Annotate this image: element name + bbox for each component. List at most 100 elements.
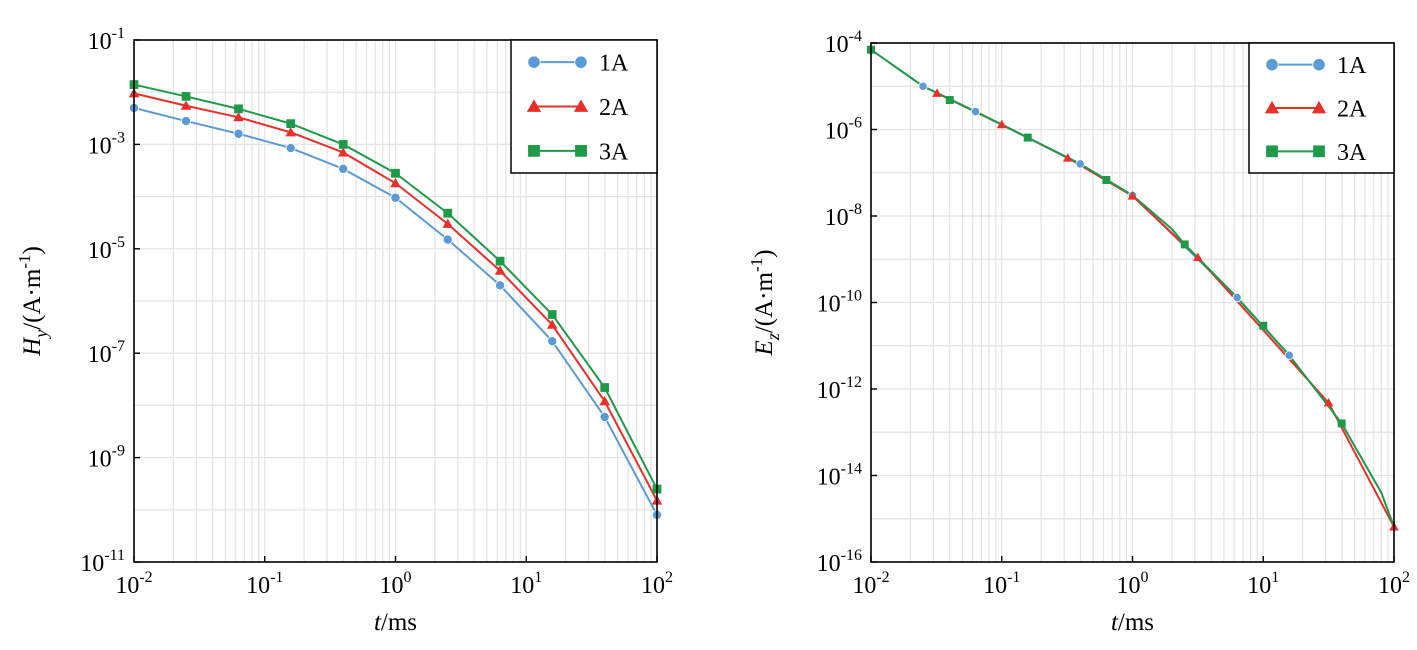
data-point bbox=[1023, 133, 1032, 142]
data-point bbox=[996, 119, 1007, 129]
data-point bbox=[494, 265, 506, 275]
x-tick-label: 101 bbox=[1247, 569, 1279, 599]
series-markers-1A bbox=[918, 81, 1294, 360]
legend-marker-3A bbox=[1266, 145, 1278, 158]
x-tick-label: 101 bbox=[510, 569, 542, 599]
x-axis-variable: t bbox=[374, 609, 382, 636]
y-tick-label: 10-14 bbox=[817, 461, 862, 491]
y-tick-base: 10 bbox=[80, 551, 104, 577]
y-axis-unit: /(A·m bbox=[19, 268, 46, 330]
y-tick-base: 10 bbox=[817, 465, 841, 491]
x-tick-exponent: 1 bbox=[1271, 569, 1279, 586]
legend-marker-1A bbox=[1265, 58, 1279, 72]
x-tick-exponent: -1 bbox=[270, 569, 283, 586]
y-tick-exponent: -10 bbox=[841, 288, 862, 305]
y-tick-label: 10-8 bbox=[825, 201, 862, 231]
x-tick-exponent: -1 bbox=[1007, 569, 1020, 586]
legend-label-1A: 1A bbox=[599, 51, 629, 77]
data-point bbox=[1180, 240, 1189, 249]
data-point bbox=[390, 192, 401, 203]
data-point bbox=[1193, 252, 1203, 262]
y-tick-base: 10 bbox=[817, 551, 841, 577]
x-tick-label: 100 bbox=[1117, 569, 1149, 599]
x-axis-unit: /ms bbox=[1118, 609, 1154, 636]
y-tick-exponent: -16 bbox=[841, 547, 862, 564]
data-point bbox=[391, 168, 400, 178]
y-axis-variable: H bbox=[19, 336, 46, 357]
x-tick-base: 10 bbox=[380, 573, 404, 599]
x-tick-label: 10-2 bbox=[115, 569, 152, 599]
legend-label-2A: 2A bbox=[1337, 97, 1367, 123]
x-tick-exponent: 1 bbox=[534, 569, 542, 586]
x-tick-exponent: 0 bbox=[1141, 569, 1149, 586]
data-point bbox=[233, 112, 244, 122]
data-point bbox=[918, 81, 928, 91]
y-axis-unit: /(A·m bbox=[751, 272, 778, 334]
legend-marker-1A bbox=[527, 55, 541, 69]
data-point bbox=[600, 383, 610, 392]
legend-marker-2A bbox=[526, 99, 542, 112]
y-tick-base: 10 bbox=[88, 447, 112, 473]
data-point bbox=[390, 177, 401, 188]
y-tick-label: 10-16 bbox=[817, 547, 862, 577]
legend-marker-2A bbox=[573, 99, 589, 112]
x-tick-exponent: -2 bbox=[876, 569, 889, 586]
x-tick-base: 10 bbox=[246, 573, 270, 599]
y-axis-unit-exponent: -1 bbox=[747, 258, 766, 272]
legend-marker-2A bbox=[1264, 100, 1280, 114]
x-tick-base: 10 bbox=[983, 573, 1007, 599]
data-point bbox=[945, 96, 954, 105]
y-tick-base: 10 bbox=[88, 342, 112, 368]
legend: 1A 2A 3A bbox=[1248, 42, 1395, 174]
y-tick-exponent: -12 bbox=[841, 374, 862, 391]
data-point bbox=[1232, 292, 1242, 303]
y-tick-exponent: -7 bbox=[112, 338, 125, 355]
x-axis-label: t/ms bbox=[374, 609, 417, 636]
data-point bbox=[1075, 159, 1085, 169]
y-axis-variable: E bbox=[751, 340, 778, 356]
data-point bbox=[599, 395, 610, 406]
data-point bbox=[1259, 321, 1268, 330]
data-point bbox=[547, 336, 558, 347]
data-point bbox=[338, 163, 349, 174]
x-axis-label: t/ms bbox=[1111, 609, 1154, 636]
legend-label-2A: 2A bbox=[599, 95, 629, 121]
y-axis-close-paren: ) bbox=[751, 250, 778, 258]
x-tick-exponent: 0 bbox=[404, 569, 412, 586]
y-tick-exponent: -11 bbox=[104, 547, 125, 564]
data-point bbox=[1102, 176, 1111, 184]
x-tick-exponent: -2 bbox=[139, 569, 152, 586]
data-point bbox=[1062, 153, 1073, 162]
y-tick-exponent: -14 bbox=[841, 461, 862, 478]
data-point bbox=[1337, 419, 1346, 428]
y-tick-label: 10-9 bbox=[88, 443, 125, 473]
data-point bbox=[442, 234, 453, 245]
series-markers-2A bbox=[932, 88, 1399, 531]
data-point bbox=[547, 310, 557, 319]
x-tick-label: 100 bbox=[380, 569, 412, 599]
data-point bbox=[443, 208, 453, 218]
y-tick-base: 10 bbox=[825, 119, 849, 145]
x-tick-base: 10 bbox=[1117, 573, 1141, 599]
y-tick-label: 10-4 bbox=[825, 28, 862, 58]
data-point bbox=[285, 127, 297, 137]
y-axis-unit-exponent: -1 bbox=[15, 254, 34, 268]
data-point bbox=[181, 92, 191, 101]
legend-marker-3A bbox=[1313, 145, 1325, 158]
data-point bbox=[1284, 350, 1294, 360]
y-tick-label: 10-11 bbox=[80, 547, 125, 577]
y-tick-base: 10 bbox=[817, 292, 841, 318]
data-point bbox=[495, 280, 506, 291]
y-tick-label: 10-10 bbox=[817, 288, 862, 318]
y-tick-label: 10-5 bbox=[88, 234, 125, 264]
x-tick-base: 10 bbox=[1378, 573, 1402, 599]
y-tick-exponent: -5 bbox=[112, 234, 125, 251]
data-point bbox=[1127, 191, 1138, 200]
x-tick-base: 10 bbox=[115, 573, 139, 599]
y-tick-label: 10-12 bbox=[817, 374, 862, 404]
data-point bbox=[932, 88, 942, 97]
y-axis-subscript: z bbox=[763, 333, 783, 341]
legend-marker-3A bbox=[575, 144, 587, 157]
y-tick-exponent: -4 bbox=[849, 28, 862, 45]
y-axis-label: Hy/(A·m-1) bbox=[15, 246, 51, 357]
